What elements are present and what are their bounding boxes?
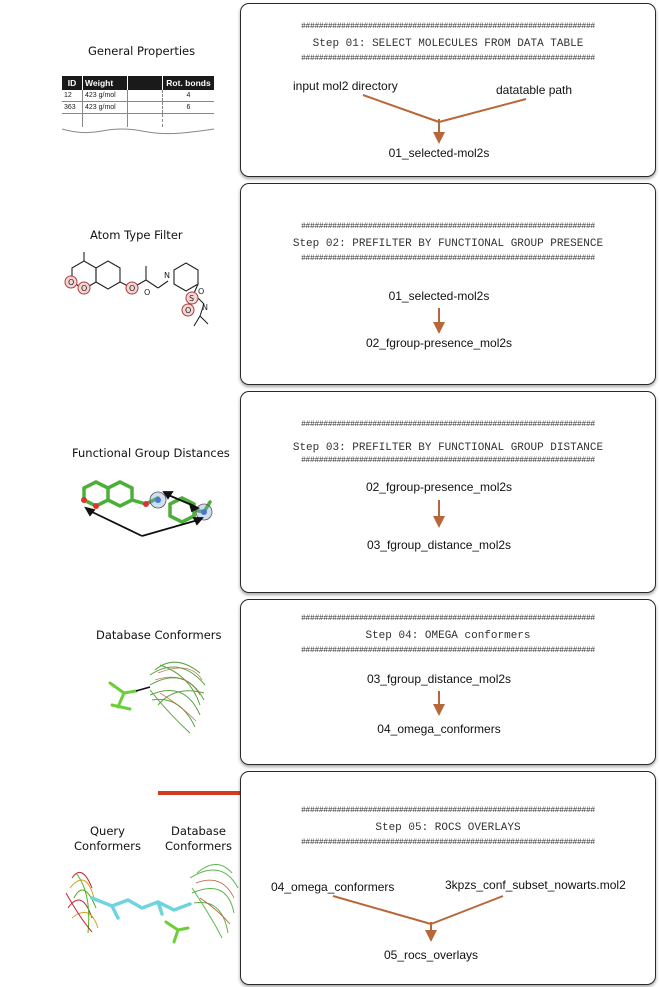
step-02-input: 01_selected-mol2s <box>388 289 490 303</box>
hash-divider: ########################################… <box>301 614 595 623</box>
conformer-cluster-icon <box>108 661 206 734</box>
svg-text:N: N <box>164 271 170 280</box>
step-03-input: 02_fgroup-presence_mol2s <box>365 480 513 494</box>
svg-text:O: O <box>68 278 74 287</box>
step-02-box: ########################################… <box>240 183 656 385</box>
step-05-box: ########################################… <box>240 771 656 985</box>
svg-text:O: O <box>198 287 204 296</box>
svg-text:O: O <box>129 284 135 293</box>
merge-arrow-icon <box>362 94 527 144</box>
hash-divider: ########################################… <box>301 838 595 847</box>
svg-text:N: N <box>202 303 208 312</box>
step-01-output: 01_selected-mol2s <box>388 146 490 160</box>
table-header-weight: Weight <box>82 76 128 90</box>
step-01-input-left: input mol2 directory <box>293 79 398 93</box>
table-header-blank <box>127 76 163 90</box>
functional-group-distances-title: Functional Group Distances <box>72 446 230 460</box>
svg-text:O: O <box>81 284 87 293</box>
step-04-box: ########################################… <box>240 599 656 765</box>
database-conformers-2-title: Database Conformers <box>165 824 232 853</box>
table-row: 363 423 g/mol 6 <box>62 101 214 114</box>
svg-text:O: O <box>144 288 150 297</box>
hash-divider: ########################################… <box>301 420 595 429</box>
torn-edge-icon <box>62 128 214 135</box>
database-conformers-title: Database Conformers <box>96 628 222 642</box>
properties-table: ID Weight Rot. bonds 12 423 g/mol 4 363 … <box>62 76 214 137</box>
hash-divider: ########################################… <box>301 54 595 63</box>
down-arrow-icon <box>433 308 445 334</box>
step-01-title: Step 01: SELECT MOLECULES FROM DATA TABL… <box>312 38 584 50</box>
hash-divider: ########################################… <box>301 456 595 465</box>
svg-text:S: S <box>189 294 194 303</box>
table-row: 12 423 g/mol 4 <box>62 90 214 102</box>
down-arrow-icon <box>433 691 445 716</box>
step-03-title: Step 03: PREFILTER BY FUNCTIONAL GROUP D… <box>292 442 604 454</box>
query-conformers-title: Query Conformers <box>74 824 141 853</box>
hash-divider: ########################################… <box>301 22 595 31</box>
merge-arrow-icon <box>332 895 504 942</box>
step-04-output: 04_omega_conformers <box>377 722 501 736</box>
step-03-box: ########################################… <box>240 391 656 593</box>
table-header-id: ID <box>62 76 83 90</box>
table-row <box>62 113 214 127</box>
step-01-input-right: datatable path <box>496 83 573 97</box>
table-header-rot-bonds: Rot. bonds <box>166 78 211 88</box>
down-arrow-icon <box>433 500 445 528</box>
hash-divider: ########################################… <box>301 806 595 815</box>
step-05-output: 05_rocs_overlays <box>383 948 479 962</box>
step-02-output: 02_fgroup-presence_mol2s <box>365 336 513 350</box>
step-04-title: Step 04: OMEGA conformers <box>365 630 531 642</box>
svg-text:O: O <box>185 306 191 315</box>
hash-divider: ########################################… <box>301 222 595 231</box>
hash-divider: ########################################… <box>301 646 595 655</box>
atom-type-filter-title: Atom Type Filter <box>90 228 183 242</box>
step-05-title: Step 05: ROCS OVERLAYS <box>375 822 521 834</box>
step-05-input-left: 04_omega_conformers <box>271 880 395 894</box>
step-04-input: 03_fgroup_distance_mol2s <box>366 672 512 686</box>
step-03-output: 03_fgroup_distance_mol2s <box>366 538 512 552</box>
step-01-box: ########################################… <box>240 3 656 177</box>
overlay-molecules-icon <box>65 864 239 944</box>
step-05-input-right: 3kpzs_conf_subset_nowarts.mol2 <box>445 878 626 892</box>
distance-molecule-icon <box>81 480 213 537</box>
hash-divider: ########################################… <box>301 254 595 263</box>
step-02-title: Step 02: PREFILTER BY FUNCTIONAL GROUP P… <box>292 238 604 250</box>
general-properties-title: General Properties <box>88 44 196 58</box>
